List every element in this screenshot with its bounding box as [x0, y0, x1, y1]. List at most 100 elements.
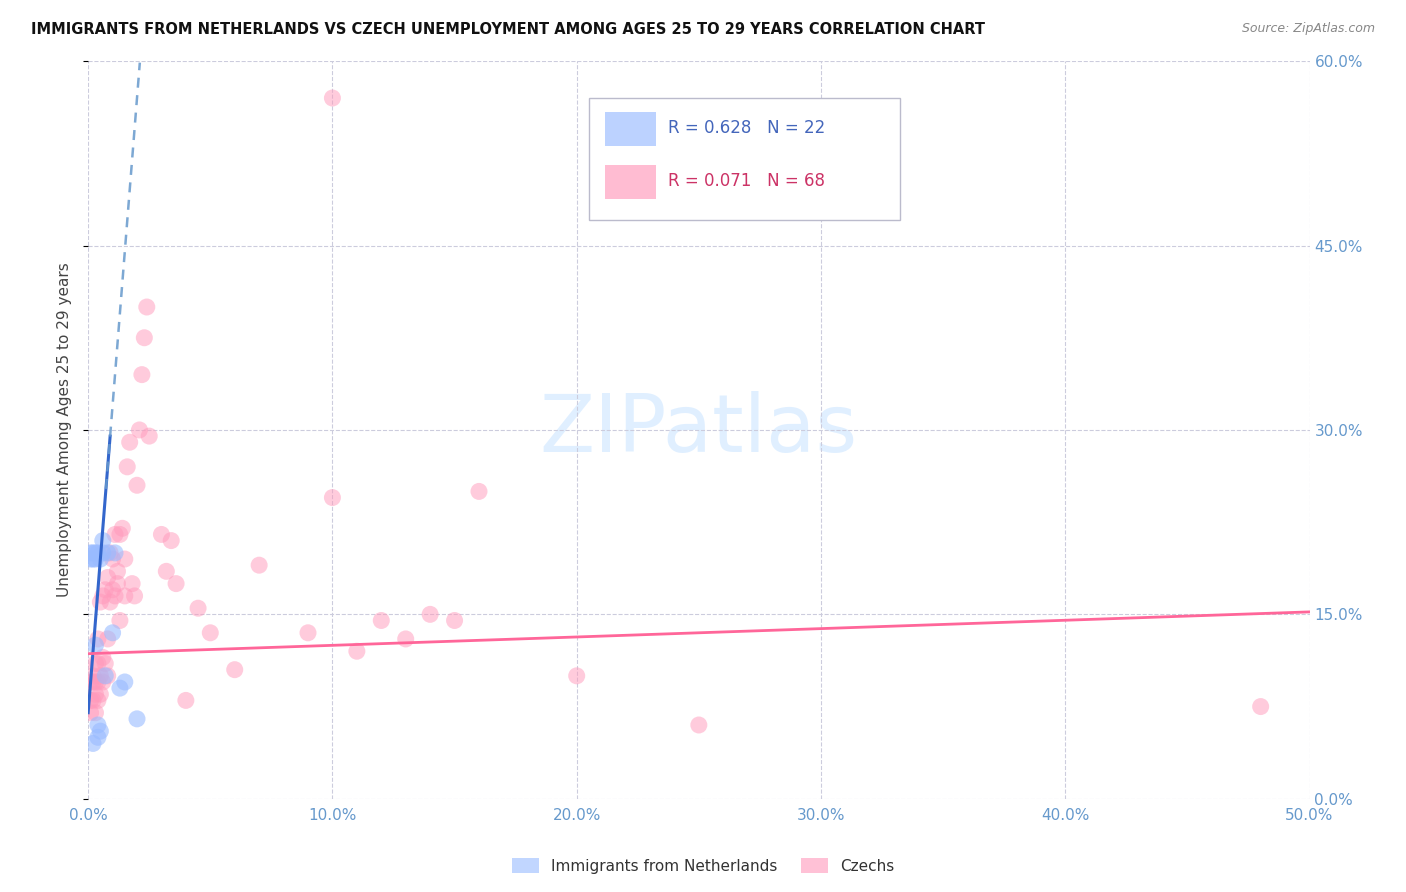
Point: [89, 687, 111, 701]
Point: [150, 527, 173, 541]
Point: [101, 582, 124, 597]
Point: [82, 736, 104, 750]
Point: [125, 712, 148, 726]
Point: [565, 669, 588, 683]
Point: [174, 693, 197, 707]
Point: [84, 638, 107, 652]
Point: [124, 589, 146, 603]
Point: [82, 546, 104, 560]
Point: [89, 669, 111, 683]
Point: [114, 552, 136, 566]
Point: [87, 632, 110, 646]
Point: [247, 558, 270, 573]
Point: [155, 564, 177, 578]
Text: R = 0.071   N = 68: R = 0.071 N = 68: [668, 172, 825, 190]
Point: [87, 731, 110, 745]
Point: [187, 601, 209, 615]
Point: [321, 91, 343, 105]
Point: [91, 650, 114, 665]
Point: [395, 632, 418, 646]
Point: [82, 552, 104, 566]
Point: [114, 675, 136, 690]
Point: [160, 533, 183, 548]
Point: [135, 300, 157, 314]
Point: [346, 644, 368, 658]
Point: [125, 478, 148, 492]
Point: [97, 570, 120, 584]
Point: [131, 368, 153, 382]
Point: [297, 625, 319, 640]
Point: [79, 546, 101, 560]
Point: [91, 675, 114, 690]
Text: Source: ZipAtlas.com: Source: ZipAtlas.com: [1241, 22, 1375, 36]
Point: [84, 552, 107, 566]
Point: [84, 687, 107, 701]
Point: [321, 491, 343, 505]
Point: [108, 681, 131, 695]
Point: [165, 576, 187, 591]
Text: R = 0.628   N = 22: R = 0.628 N = 22: [668, 120, 825, 137]
Point: [87, 657, 110, 671]
Point: [121, 576, 143, 591]
Point: [79, 706, 101, 720]
Y-axis label: Unemployment Among Ages 25 to 29 years: Unemployment Among Ages 25 to 29 years: [58, 262, 72, 598]
Point: [87, 693, 110, 707]
Point: [94, 657, 117, 671]
Point: [79, 693, 101, 707]
Point: [370, 614, 392, 628]
Point: [138, 429, 160, 443]
Point: [97, 632, 120, 646]
Point: [101, 625, 124, 640]
Point: [84, 657, 107, 671]
Text: IMMIGRANTS FROM NETHERLANDS VS CZECH UNEMPLOYMENT AMONG AGES 25 TO 29 YEARS CORR: IMMIGRANTS FROM NETHERLANDS VS CZECH UNE…: [31, 22, 986, 37]
FancyBboxPatch shape: [605, 112, 657, 146]
Point: [79, 675, 101, 690]
Point: [94, 669, 117, 683]
Point: [200, 625, 222, 640]
Point: [97, 546, 120, 560]
Point: [1250, 699, 1272, 714]
Point: [82, 693, 104, 707]
FancyBboxPatch shape: [589, 98, 900, 219]
Point: [128, 423, 150, 437]
Point: [108, 614, 131, 628]
Point: [89, 552, 111, 566]
Point: [87, 718, 110, 732]
Point: [94, 582, 117, 597]
Point: [91, 546, 114, 560]
Point: [101, 552, 124, 566]
Text: ZIPatlas: ZIPatlas: [540, 391, 858, 469]
Point: [419, 607, 441, 622]
Legend: Immigrants from Netherlands, Czechs: Immigrants from Netherlands, Czechs: [505, 852, 901, 880]
Point: [84, 675, 107, 690]
Point: [87, 675, 110, 690]
Point: [91, 589, 114, 603]
Point: [111, 521, 134, 535]
FancyBboxPatch shape: [605, 165, 657, 199]
Point: [98, 595, 121, 609]
Point: [89, 595, 111, 609]
Point: [468, 484, 491, 499]
Point: [91, 533, 114, 548]
Point: [79, 552, 101, 566]
Point: [104, 589, 127, 603]
Point: [82, 669, 104, 683]
Point: [114, 589, 136, 603]
Point: [89, 724, 111, 739]
Point: [134, 331, 156, 345]
Point: [98, 546, 121, 560]
Point: [688, 718, 710, 732]
Point: [443, 614, 465, 628]
Point: [104, 527, 127, 541]
Point: [108, 527, 131, 541]
Point: [84, 706, 107, 720]
Point: [224, 663, 246, 677]
Point: [107, 564, 129, 578]
Point: [118, 435, 141, 450]
Point: [84, 546, 107, 560]
Point: [107, 576, 129, 591]
Point: [97, 669, 120, 683]
Point: [104, 546, 127, 560]
Point: [115, 459, 138, 474]
Point: [82, 675, 104, 690]
